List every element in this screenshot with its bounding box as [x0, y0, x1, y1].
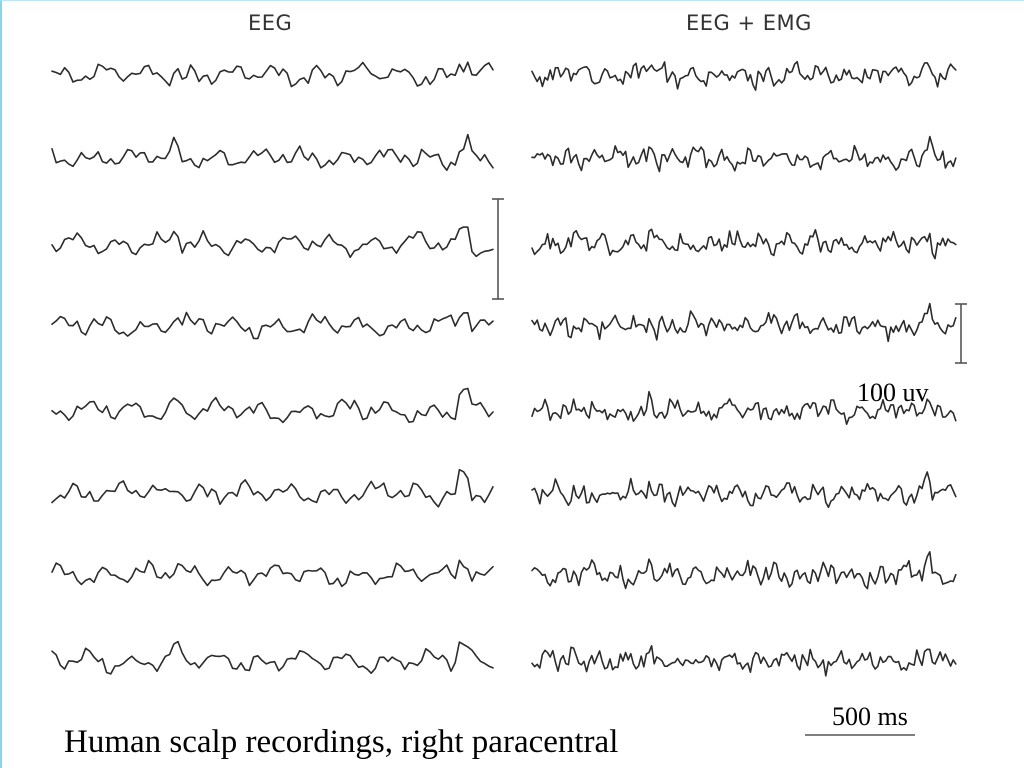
eeg-emg-trace-1	[531, 60, 957, 91]
eeg-trace-3	[51, 226, 494, 259]
eeg-emg-trace-5	[531, 390, 957, 425]
eeg-emg-trace-8	[531, 645, 957, 677]
eeg-trace-group	[51, 61, 494, 675]
eeg-column-title: EEG	[248, 11, 293, 35]
eeg-trace-4	[51, 311, 494, 340]
time-scale-label: 500 ms	[832, 702, 908, 731]
eeg-emg-trace-7	[531, 551, 957, 590]
eeg-trace-1	[51, 61, 494, 88]
eeg-trace-6	[51, 468, 494, 508]
eeg-emg-trace-group	[531, 60, 957, 677]
eeg-trace-5	[51, 387, 494, 424]
eeg-emg-trace-4	[531, 302, 957, 343]
eeg-emg-trace-2	[531, 135, 957, 173]
right-amplitude-scale-bar	[955, 303, 967, 364]
eeg-trace-8	[51, 640, 494, 675]
eeg-emg-trace-6	[531, 471, 957, 509]
figure-caption: Human scalp recordings, right paracentra…	[64, 724, 619, 760]
amplitude-scale-label: 100 uv	[857, 378, 929, 407]
eeg-emg-trace-3	[531, 228, 957, 260]
eeg-trace-2	[51, 133, 494, 171]
eeg-trace-7	[51, 559, 494, 588]
left-amplitude-scale-bar	[492, 198, 504, 300]
eeg-emg-column-title: EEG + EMG	[686, 11, 812, 35]
